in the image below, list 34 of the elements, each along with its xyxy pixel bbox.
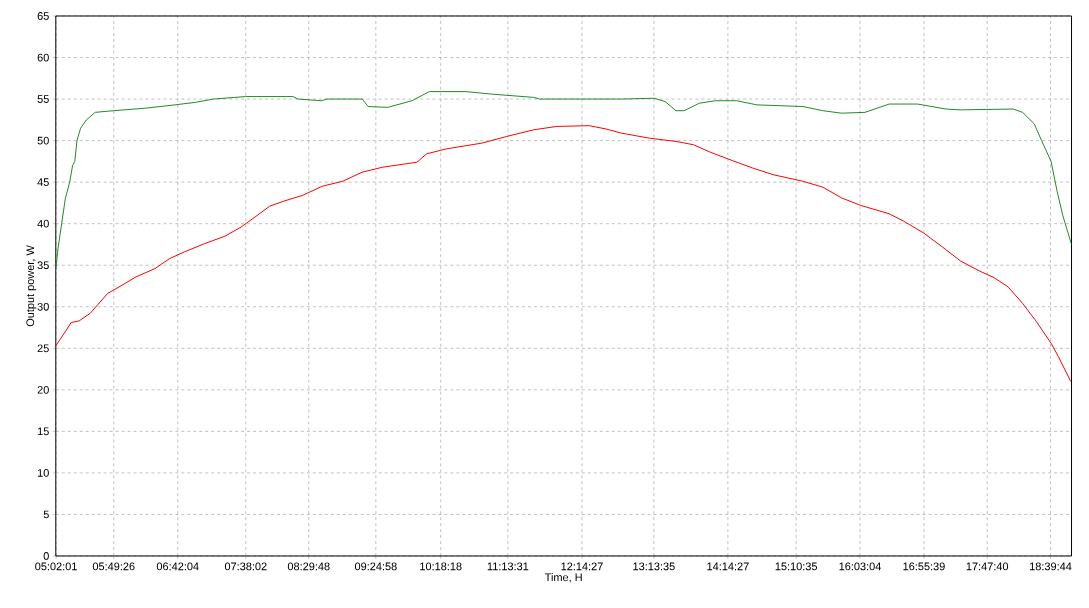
y-tick-label: 45 [37, 178, 49, 186]
y-tick-label: 40 [37, 219, 49, 228]
y-tick-label: 20 [37, 385, 49, 394]
x-tick-label: 14:14:27 [707, 562, 749, 571]
x-tick-label: 10:18:18 [420, 562, 462, 571]
x-tick-label: 16:55:39 [903, 562, 945, 571]
x-tick-label: 15:10:35 [775, 562, 818, 571]
x-tick-label: 05:02:01 [35, 562, 77, 571]
y-tick-label: 30 [37, 302, 49, 311]
y-tick-label: 5 [43, 510, 49, 519]
x-tick-label: 07:38:02 [224, 562, 267, 571]
x-tick-label: 06:42:04 [156, 562, 199, 571]
x-tick-label: 13:13:35 [633, 562, 675, 571]
line-series [55, 91, 1072, 270]
y-tick-label: 25 [37, 344, 49, 353]
x-tick-label: 12:14:27 [561, 562, 603, 571]
y-tick-label: 60 [37, 53, 49, 62]
x-tick-label: 11:13:31 [487, 562, 529, 571]
x-tick-label: 09:24:58 [354, 562, 397, 571]
y-tick-label: 55 [37, 95, 49, 103]
y-tick-label: 50 [37, 136, 49, 145]
y-tick-label: 15 [37, 427, 49, 436]
x-axis-title: Time, H [544, 573, 582, 583]
line-series [55, 125, 1072, 383]
y-tick-label: 0 [43, 552, 49, 560]
x-tick-label: 16:03:04 [839, 562, 881, 571]
x-tick-label: 18:39:44 [1030, 562, 1072, 571]
y-tick-label: 35 [37, 261, 49, 270]
x-tick-label: 17:47:40 [966, 562, 1009, 571]
y-tick-label: 10 [37, 469, 49, 477]
x-tick-label: 05:49:26 [92, 562, 135, 571]
y-tick-label: 65 [37, 12, 49, 20]
x-tick-label: 08:29:48 [287, 562, 330, 571]
y-axis-title: Output power, W [26, 245, 37, 327]
